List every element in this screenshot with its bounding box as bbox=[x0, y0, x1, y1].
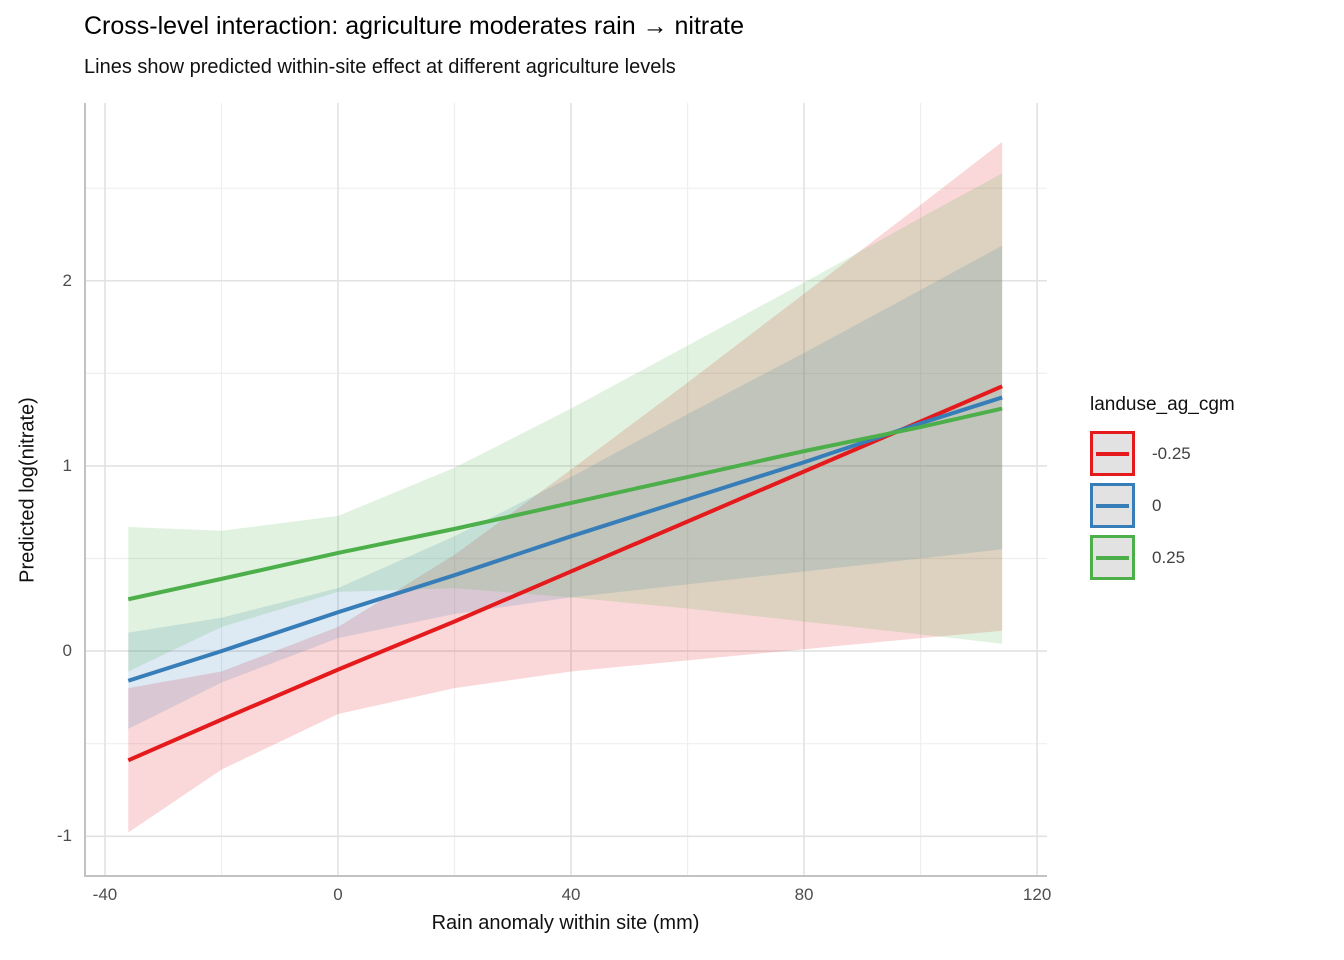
legend-key-swatch bbox=[1090, 535, 1135, 580]
y-axis-title: Predicted log(nitrate) bbox=[16, 397, 39, 583]
chart-subtitle: Lines show predicted within-site effect … bbox=[84, 56, 676, 78]
y-tick-label: -1 bbox=[56, 826, 72, 846]
legend-entry: 0.25 bbox=[1090, 535, 1340, 580]
y-tick-label: 1 bbox=[62, 455, 72, 475]
legend-label: 0.25 bbox=[1152, 547, 1186, 567]
x-tick-label: 40 bbox=[561, 885, 581, 904]
plot-panel bbox=[84, 103, 1047, 877]
legend-entries: -0.25 0 0.25 bbox=[1090, 431, 1340, 580]
legend-key-swatch bbox=[1090, 483, 1135, 528]
x-axis-title: Rain anomaly within site (mm) bbox=[431, 912, 700, 934]
legend-key-swatch bbox=[1090, 431, 1135, 476]
y-tick-label: 0 bbox=[62, 641, 72, 661]
line-0.25 bbox=[127, 406, 1003, 602]
legend-entry: -0.25 bbox=[1090, 431, 1340, 476]
legend-key-line bbox=[1096, 503, 1129, 508]
legend-title: landuse_ag_cgm bbox=[1090, 394, 1235, 415]
x-tick-label: 120 bbox=[1022, 885, 1052, 904]
plot-svg bbox=[84, 103, 1047, 877]
x-tick-label: 80 bbox=[794, 885, 814, 904]
legend-label: 0 bbox=[1152, 495, 1162, 515]
ribbon--0.25 bbox=[128, 141, 1003, 833]
legend-entry: 0 bbox=[1090, 483, 1340, 528]
legend-key-line bbox=[1096, 555, 1129, 560]
ribbon-0.25 bbox=[128, 173, 1003, 672]
legend-key-line bbox=[1096, 451, 1129, 456]
x-tick-label: 0 bbox=[333, 885, 343, 904]
x-axis-tick-labels: -40 0 40 80 120 bbox=[0, 885, 1344, 907]
x-tick-label: -40 bbox=[92, 885, 118, 904]
y-axis-tick-labels: -1 0 1 2 bbox=[0, 0, 74, 960]
legend-label: -0.25 bbox=[1152, 443, 1191, 463]
y-tick-label: 2 bbox=[62, 270, 72, 290]
legend: landuse_ag_cgm -0.25 0 0.25 bbox=[1090, 394, 1340, 587]
chart-title: Cross-level interaction: agriculture mod… bbox=[84, 12, 744, 40]
